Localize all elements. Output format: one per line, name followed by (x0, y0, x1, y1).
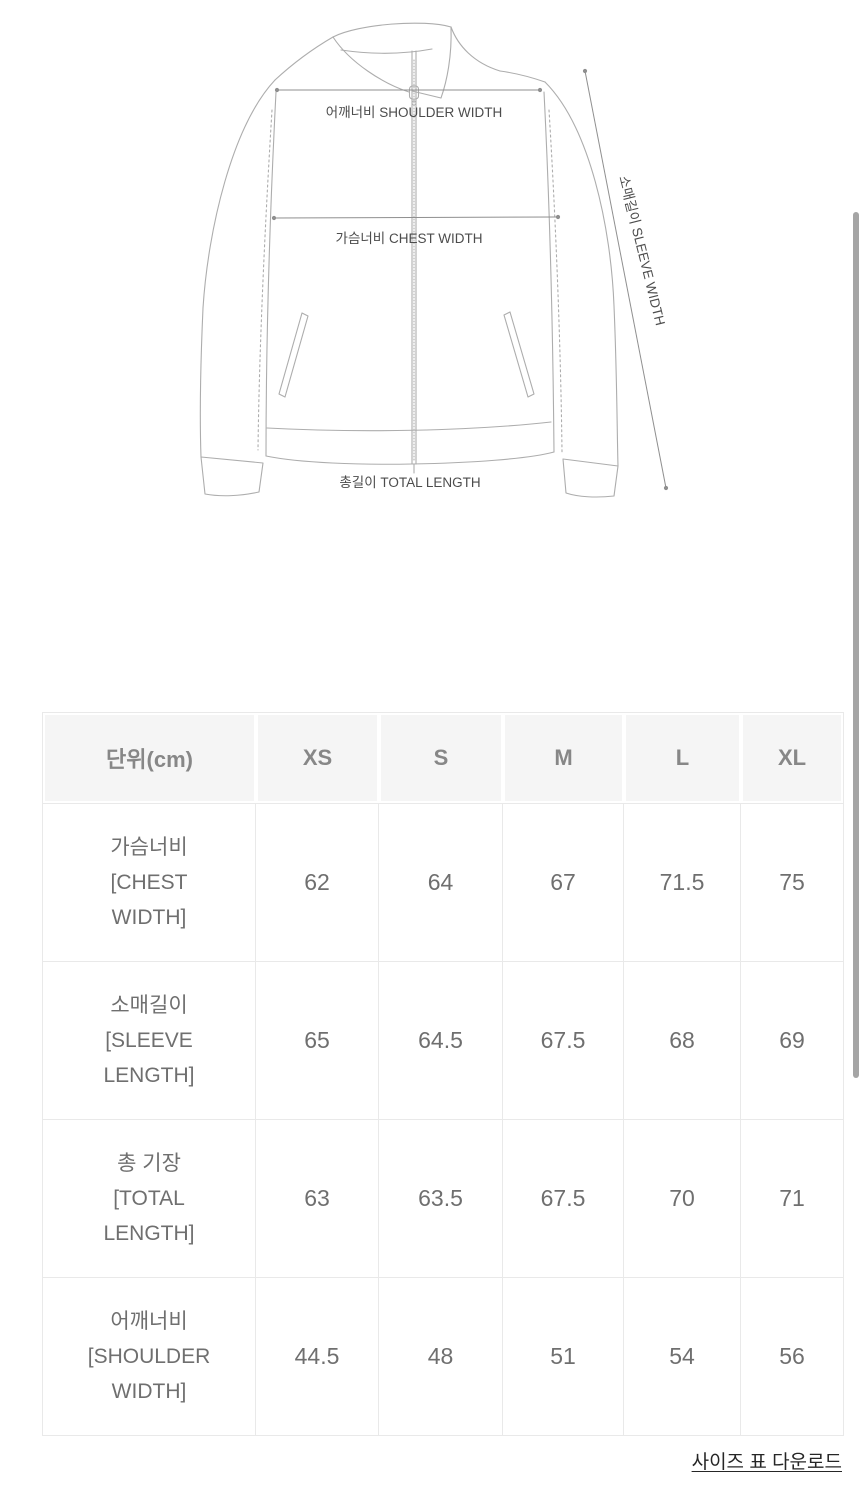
size-value-cell: 64 (379, 804, 503, 962)
table-row: 어깨너비 [SHOULDER WIDTH] 44.5 48 51 54 56 (43, 1278, 843, 1435)
chest-measure-line (273, 216, 559, 219)
col-header-unit: 단위(cm) (43, 713, 256, 804)
col-header-xs: XS (256, 713, 379, 804)
jacket-diagram: 어깨너비 SHOULDER WIDTH 가슴너비 CHEST WIDTH 소매길… (199, 22, 669, 498)
col-header-m: M (503, 713, 624, 804)
size-value-cell: 56 (779, 1343, 805, 1369)
size-chart-download-link[interactable]: 사이즈 표 다운로드 (691, 1452, 842, 1473)
size-value-cell: 71.5 (624, 804, 741, 962)
size-value-cell: 68 (624, 962, 741, 1120)
size-value-cell: 62 (256, 804, 379, 962)
size-value-cell: 54 (624, 1278, 741, 1435)
size-value-cell: 64.5 (379, 962, 503, 1120)
size-value-cell: 75 (741, 804, 843, 962)
col-header-s: S (379, 713, 503, 804)
row-label: 어깨너비 [SHOULDER WIDTH] (43, 1278, 256, 1435)
size-value-cell: 63 (256, 1120, 379, 1278)
table-row: 총 기장 [TOTAL LENGTH] 63 63.5 67.5 70 71 (43, 1120, 843, 1278)
size-value-cell: 65 (256, 962, 379, 1120)
row-label: 소매길이 [SLEEVE LENGTH] (43, 962, 256, 1120)
table-row: 소매길이 [SLEEVE LENGTH] 65 64.5 67.5 68 69 (43, 962, 843, 1120)
zipper (408, 50, 420, 474)
size-value-cell: 51 (503, 1278, 624, 1435)
size-value-cell: 69 (741, 962, 843, 1120)
shoulder-width-label: 어깨너비 SHOULDER WIDTH (326, 105, 502, 120)
sleeve-length-label: 소매길이 SLEEVE WIDTH (616, 174, 668, 327)
sleeve-measure-line (584, 70, 667, 489)
row-label: 가슴너비 [CHEST WIDTH] (43, 804, 256, 962)
size-value-cell: 44.5 (256, 1278, 379, 1435)
pocket-left (278, 312, 309, 398)
size-value-cell: 67.5 (503, 962, 624, 1120)
table-row: 가슴너비 [CHEST WIDTH] 62 64 67 71.5 75 (43, 804, 843, 962)
size-value-cell: 67 (503, 804, 624, 962)
jacket-outline (199, 22, 619, 498)
size-value-cell: 71 (741, 1120, 843, 1278)
row-label: 총 기장 [TOTAL LENGTH] (43, 1120, 256, 1278)
measurement-lines (271, 68, 669, 491)
size-table-header-row: 단위(cm) XS S M L XL (43, 713, 843, 804)
col-header-l: L (624, 713, 741, 804)
size-value-cell: 67.5 (503, 1120, 624, 1278)
chest-width-label: 가슴너비 CHEST WIDTH (336, 231, 483, 246)
size-value-cell: 63.5 (379, 1120, 503, 1278)
size-table: 단위(cm) XS S M L XL 가슴너비 [CHEST WIDTH] 62 64 67 71… (42, 712, 844, 1436)
pocket-right (503, 311, 535, 398)
col-header-xl: XL (741, 713, 843, 804)
total-length-label: 총길이 TOTAL LENGTH (339, 475, 480, 490)
scrollbar-thumb[interactable] (853, 212, 859, 1078)
size-value-cell: 48 (379, 1278, 503, 1435)
size-table-body: 가슴너비 [CHEST WIDTH] 62 64 67 71.5 75 소매길이 [SLEE… (43, 804, 843, 1435)
size-value-cell: 70 (624, 1120, 741, 1278)
